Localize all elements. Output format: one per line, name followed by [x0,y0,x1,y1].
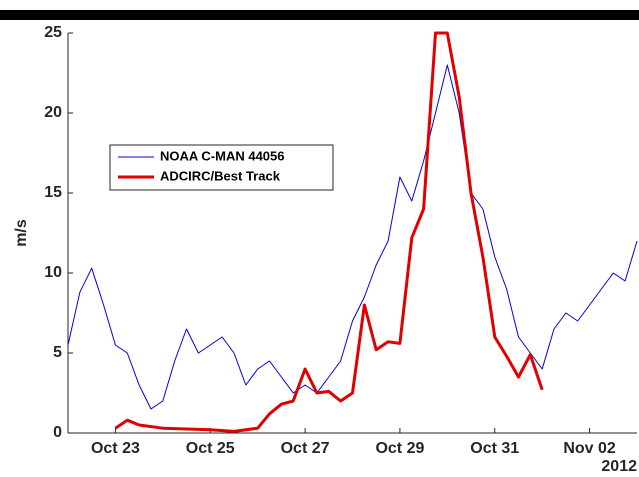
x-tick-label: Nov 02 [563,440,616,457]
legend-text: ADCIRC/Best Track [160,168,281,183]
top-bar [0,10,639,20]
x-year-label: 2012 [601,458,637,475]
x-tick-label: Oct 31 [470,440,519,457]
series-line [114,31,544,433]
legend-box [109,144,334,191]
x-tick-label: Oct 25 [186,440,235,457]
y-tick-label: 15 [44,184,62,201]
y-axis-label: m/s [13,219,30,247]
series-line [67,64,638,410]
x-tick-label: Oct 29 [375,440,424,457]
x-tick-label: Oct 23 [91,440,140,457]
y-tick-label: 25 [44,24,62,41]
x-tick-label: Oct 27 [281,440,330,457]
y-tick-label: 5 [53,344,62,361]
y-tick-label: 10 [44,264,62,281]
y-tick-label: 0 [53,424,62,441]
y-tick-label: 20 [44,104,62,121]
legend-text: NOAA C-MAN 44056 [160,148,285,163]
